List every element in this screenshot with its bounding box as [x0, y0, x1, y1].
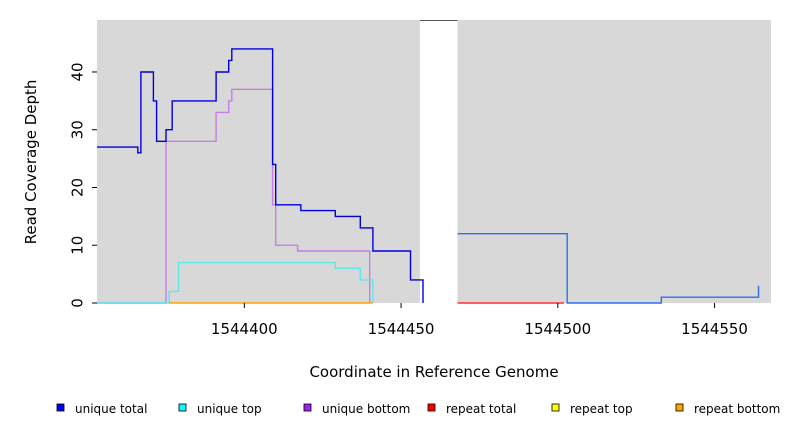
legend-label: unique top	[197, 402, 262, 416]
y-tick-label: 20	[68, 178, 86, 197]
plot-background	[97, 20, 771, 303]
legend-swatch	[178, 403, 187, 412]
series-unique-bottom	[97, 88, 371, 304]
legend-label: repeat top	[570, 402, 633, 416]
y-tick-label: 40	[68, 62, 86, 81]
x-axis-title: Coordinate in Reference Genome	[309, 363, 558, 381]
series-unique-top	[97, 261, 374, 304]
x-tick-label: 1544500	[524, 320, 591, 338]
legend-swatch	[56, 403, 65, 412]
uncovered-region	[419, 20, 458, 303]
legend-label: repeat total	[446, 402, 516, 416]
series-layer	[97, 48, 760, 304]
axes: 1544400 1544450 1544500 1544550 0 10 20 30 40	[68, 62, 748, 338]
legend: unique total unique top unique bottom repea…	[56, 402, 780, 416]
series-unique-total-after-gap	[457, 233, 760, 304]
y-tick-label: 10	[68, 236, 86, 255]
legend-label: repeat bottom	[694, 402, 780, 416]
legend-swatch	[303, 403, 312, 412]
x-tick-label: 1544450	[368, 320, 435, 338]
legend-label: unique total	[75, 402, 147, 416]
legend-item: repeat total	[427, 402, 516, 416]
legend-label: unique bottom	[322, 402, 410, 416]
legend-item: repeat bottom	[675, 402, 780, 416]
y-tick-label: 30	[68, 120, 86, 139]
legend-item: unique total	[56, 402, 147, 416]
x-tick-label: 1544550	[681, 320, 748, 338]
y-axis-title: Read Coverage Depth	[22, 80, 40, 245]
legend-swatch	[427, 403, 436, 412]
legend-item: unique top	[178, 402, 262, 416]
legend-swatch	[675, 403, 684, 412]
x-tick-label: 1544400	[211, 320, 278, 338]
series-unique-total	[97, 48, 424, 303]
y-tick-label: 0	[68, 298, 86, 308]
legend-swatch	[551, 403, 560, 412]
legend-item: repeat top	[551, 402, 633, 416]
legend-item: unique bottom	[303, 402, 410, 416]
